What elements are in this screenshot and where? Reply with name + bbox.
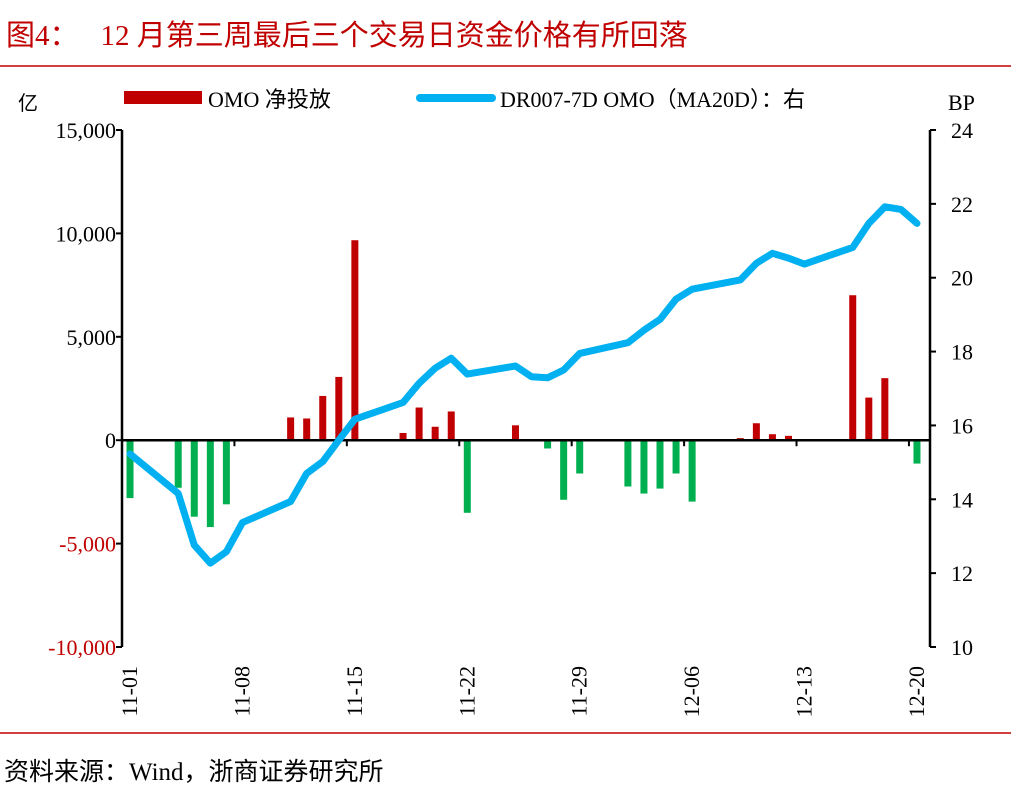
bar-11-06 — [206, 440, 214, 528]
x-tick-label: 11-08 — [229, 666, 254, 717]
bar-11-28 — [560, 440, 568, 500]
bar-11-11 — [287, 417, 295, 441]
x-tick-label: 11-22 — [454, 666, 479, 717]
x-tick-label: 12-20 — [904, 666, 929, 717]
x-tick-label: 12-13 — [792, 666, 817, 717]
bar-12-16 — [849, 295, 857, 441]
left-tick-label: 10,000 — [56, 221, 117, 246]
bar-12-02 — [624, 440, 632, 487]
bar-12-05 — [672, 440, 680, 474]
bar-12-18 — [881, 378, 889, 441]
left-tick-label: -5,000 — [59, 532, 116, 557]
chart-title: 图4： 12 月第三周最后三个交易日资金价格有所回落 — [6, 12, 688, 54]
title-text: 12 月第三周最后三个交易日资金价格有所回落 — [100, 20, 688, 52]
legend-label-dr007: DR007-7D OMO（MA20D）：右 — [500, 87, 805, 112]
bar-11-25 — [511, 425, 519, 441]
right-tick-label: 24 — [951, 118, 973, 143]
right-tick-label: 20 — [951, 266, 973, 291]
right-tick-label: 14 — [951, 487, 973, 512]
dr007-line — [126, 203, 921, 567]
bar-11-21 — [447, 411, 455, 441]
bar-12-04 — [656, 440, 664, 489]
bar-11-12 — [303, 418, 311, 441]
x-tick-label: 11-15 — [342, 666, 367, 717]
left-tick-label: -10,000 — [48, 635, 116, 660]
bar-11-04 — [174, 440, 182, 488]
x-tick-label: 12-06 — [679, 666, 704, 717]
x-tick-label: 11-01 — [117, 666, 142, 717]
bar-12-03 — [640, 440, 648, 494]
bar-12-17 — [865, 397, 873, 441]
left-tick-label: 5,000 — [67, 325, 117, 350]
right-tick-label: 10 — [951, 635, 973, 660]
bar-11-05 — [190, 440, 198, 517]
right-tick-label: 22 — [951, 192, 973, 217]
right-tick-label: 18 — [951, 340, 973, 365]
legend: OMO 净投放 DR007-7D OMO（MA20D）：右 — [124, 87, 805, 112]
right-tick-label: 12 — [951, 561, 973, 586]
bar-11-29 — [576, 440, 584, 474]
bar-12-10 — [752, 423, 760, 441]
source-note: 资料来源：Wind，浙商证券研究所 — [4, 759, 384, 786]
bar-12-11 — [768, 434, 776, 441]
bar-11-01 — [126, 440, 134, 499]
bar-11-14 — [335, 376, 343, 441]
bar-11-19 — [415, 407, 423, 441]
legend-swatch-omo — [124, 91, 202, 104]
bar-12-12 — [784, 435, 792, 441]
bar-11-27 — [544, 440, 552, 449]
bar-11-20 — [431, 426, 439, 441]
left-tick-label: 15,000 — [56, 118, 117, 143]
legend-label-omo: OMO 净投放 — [208, 87, 331, 112]
bar-11-22 — [463, 440, 471, 513]
bar-11-07 — [222, 440, 230, 505]
right-axis-unit: BP — [948, 90, 975, 115]
bar-12-20 — [913, 440, 921, 464]
figure-label: 图4： — [6, 20, 79, 52]
bar-12-06 — [688, 440, 696, 502]
bar-11-18 — [399, 432, 407, 441]
left-axis-unit: 亿 — [18, 92, 38, 115]
left-tick-label: 0 — [105, 428, 116, 453]
bar-11-13 — [319, 395, 327, 441]
right-tick-label: 16 — [951, 413, 973, 438]
bar-11-15 — [351, 240, 359, 441]
x-tick-label: 11-29 — [567, 666, 592, 717]
